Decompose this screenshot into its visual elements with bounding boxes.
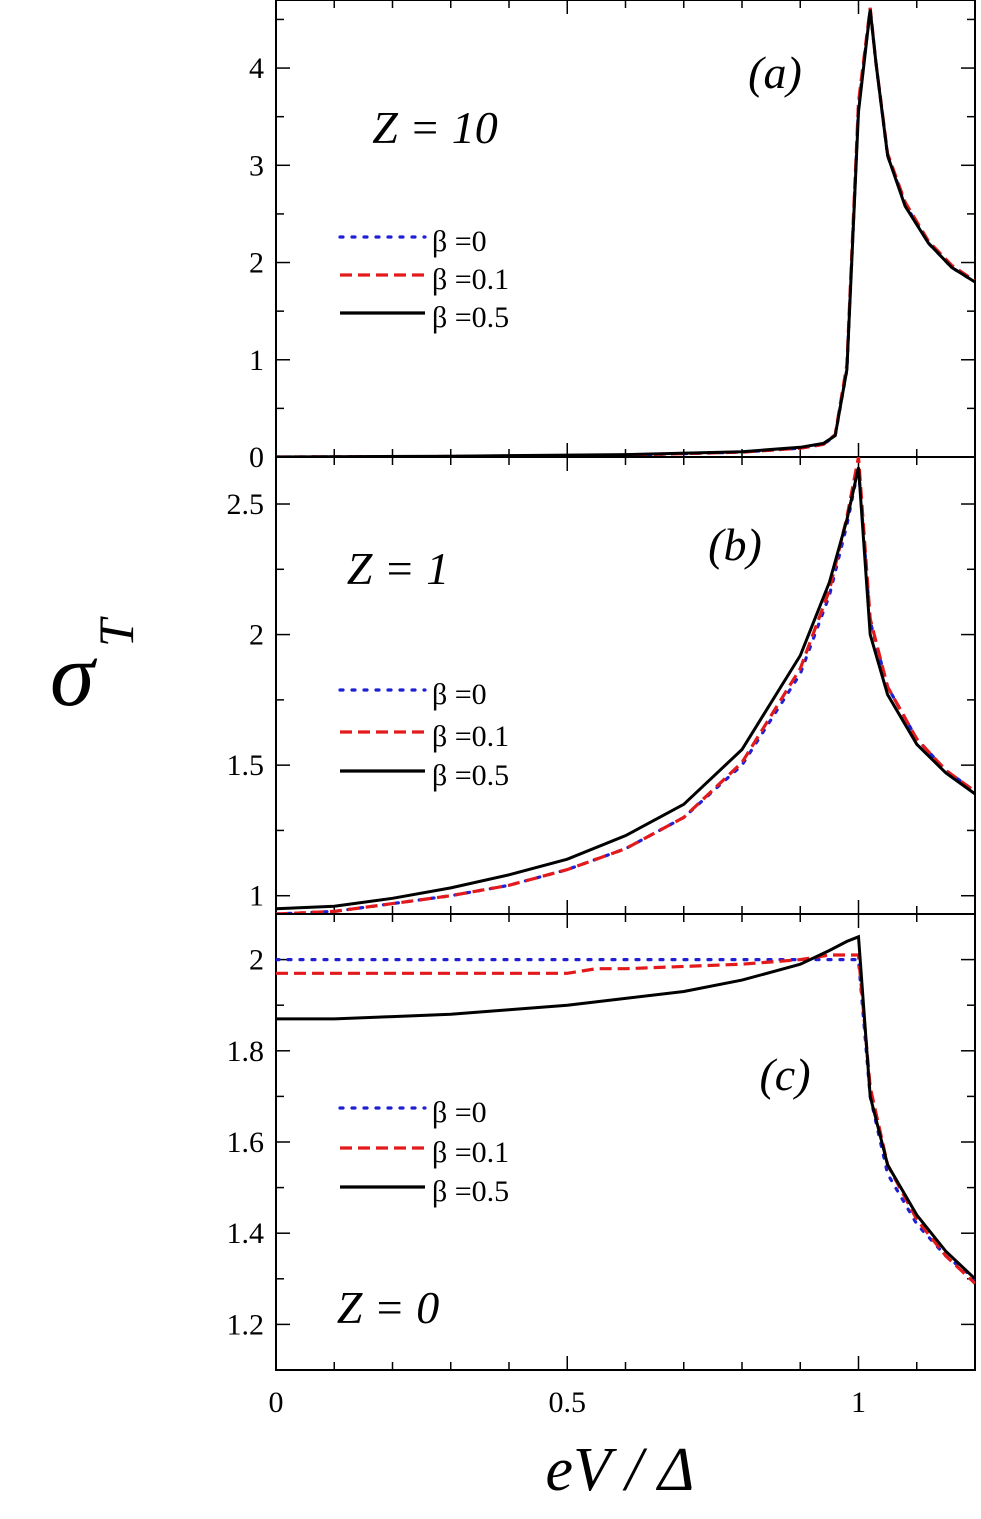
y-tick-label: 1	[249, 880, 264, 913]
legend-label: β =0	[432, 678, 487, 711]
legend-label: β =0.1	[432, 720, 509, 753]
y-axis-title: σ	[50, 626, 98, 725]
legend-label: β =0.5	[432, 759, 509, 792]
y-tick-label: 2.5	[227, 488, 265, 521]
y-tick-label: 0	[249, 441, 264, 474]
z-annotation: Z = 10	[372, 102, 498, 153]
x-axis-title: eV / Δ	[546, 1436, 695, 1504]
legend-label: β =0	[432, 1096, 487, 1129]
panel-b: 1 1.5 2 2.5 β =0 β =0.1 β =0.5 (b) Z = 1	[227, 456, 976, 915]
plot-frame	[275, 456, 976, 915]
y-tick-label: 2	[249, 247, 264, 280]
series-line	[276, 9, 975, 457]
z-annotation: Z = 1	[347, 543, 450, 594]
legend-label: β =0	[432, 225, 487, 258]
z-annotation: Z = 0	[337, 1282, 440, 1333]
plot-frame	[275, 0, 976, 458]
panel-a: 0 1 2 3 4 β =0 β =0.1 β =0.5 (a) Z = 10	[249, 0, 976, 474]
series-line	[276, 934, 975, 1280]
panel-label: (c)	[759, 1049, 810, 1100]
y-axis-title-subscript: T	[88, 616, 144, 647]
y-tick-label: 2	[249, 944, 264, 977]
legend-label: β =0.1	[432, 263, 509, 296]
y-tick-label: 1.6	[227, 1126, 265, 1159]
series-line	[276, 7, 975, 457]
y-tick-label: 1.8	[227, 1035, 265, 1068]
legend: β =0 β =0.1 β =0.5	[338, 1096, 509, 1208]
x-tick-label: 1	[851, 1386, 866, 1419]
panel-c: 1.2 1.4 1.6 1.8 2 0 0.5 1 β =0 β =0.1 β =0.5 (c) Z =…	[227, 913, 976, 1419]
panel-label: (a)	[748, 47, 802, 98]
series-line	[276, 953, 975, 1285]
y-tick-label: 1	[249, 344, 264, 377]
y-tick-label: 1.5	[227, 749, 265, 782]
series-line	[276, 467, 975, 914]
legend: β =0 β =0.1 β =0.5	[338, 225, 509, 334]
x-tick-label: 0	[269, 1386, 284, 1419]
y-tick-label: 4	[249, 52, 264, 85]
series-line	[276, 9, 975, 457]
x-tick-label: 0.5	[549, 1386, 587, 1419]
legend: β =0 β =0.1 β =0.5	[338, 678, 509, 792]
legend-label: β =0.5	[432, 301, 509, 334]
series-line	[276, 467, 975, 911]
y-tick-label: 1.4	[227, 1217, 265, 1250]
legend-label: β =0.5	[432, 1175, 509, 1208]
legend-label: β =0.1	[432, 1136, 509, 1169]
series-line	[276, 457, 975, 914]
panel-label: (b)	[708, 519, 762, 570]
y-tick-label: 2	[249, 619, 264, 652]
y-tick-label: 1.2	[227, 1308, 265, 1341]
y-tick-label: 3	[249, 149, 264, 182]
series-line	[276, 958, 975, 1281]
